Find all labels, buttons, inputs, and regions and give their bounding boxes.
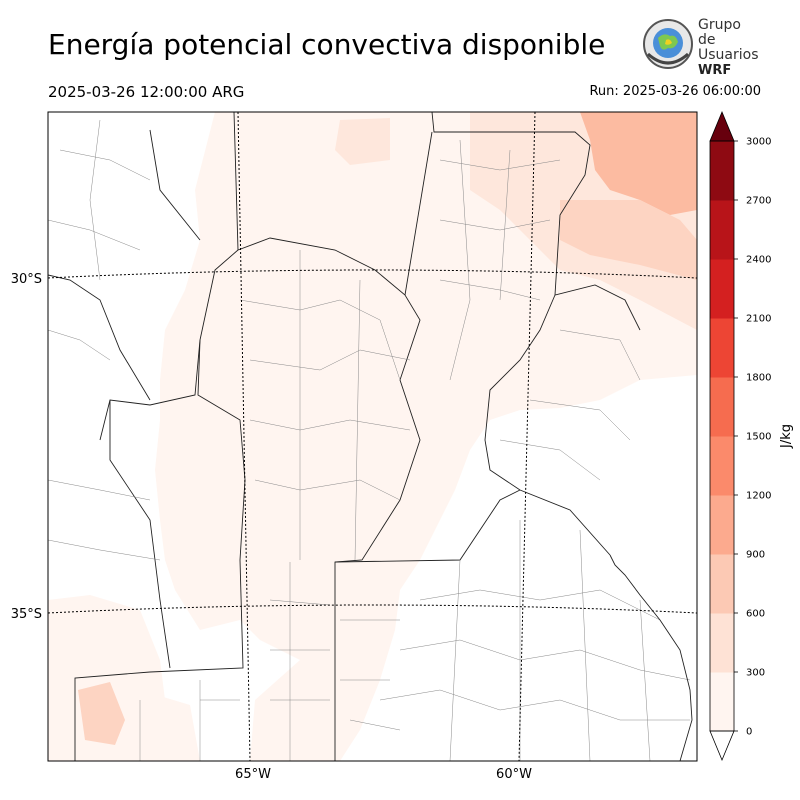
colorbar-tick-label: 1500 bbox=[746, 432, 771, 443]
colorbar-extend-min bbox=[709, 730, 735, 762]
lon-label-65w: 65°W bbox=[235, 767, 271, 782]
lat-label-30s: 30°S bbox=[11, 272, 42, 287]
colorbar-tick-label: 1800 bbox=[746, 373, 771, 384]
colorbar-tick-label: 300 bbox=[746, 668, 765, 679]
map-area bbox=[48, 112, 697, 761]
colorbar-bin bbox=[710, 436, 734, 496]
wrf-logo: Grupo de Usuarios WRF bbox=[640, 16, 760, 78]
colorbar-extend-max bbox=[709, 110, 735, 142]
logo-line3: WRF bbox=[698, 63, 732, 78]
colorbar-bin bbox=[710, 672, 734, 732]
graticule bbox=[48, 112, 697, 761]
colorbar-tick-label: 0 bbox=[746, 727, 752, 738]
colorbar-bin bbox=[710, 318, 734, 378]
colorbar-bin bbox=[710, 200, 734, 260]
colorbar-bin bbox=[710, 554, 734, 614]
colorbar-bin bbox=[710, 613, 734, 673]
colorbar-tick-label: 2700 bbox=[746, 196, 771, 207]
valid-time: 2025-03-26 12:00:00 ARG bbox=[48, 83, 245, 101]
map-title: Energía potencial convectiva disponible bbox=[48, 28, 606, 61]
colorbar: 0 300 600 900 1200 1500 1800 2100 2400 2700 3000 bbox=[709, 110, 771, 762]
cape-shading-med2 bbox=[560, 200, 697, 280]
colorbar-tick-label: 2400 bbox=[746, 255, 771, 266]
colorbar-tick-label: 900 bbox=[746, 550, 765, 561]
globe-emblem-icon bbox=[643, 19, 693, 69]
colorbar-tick-label: 3000 bbox=[746, 137, 771, 148]
province-borders bbox=[48, 112, 641, 761]
cape-shading-light bbox=[155, 112, 697, 761]
logo-line2: Usuarios bbox=[698, 47, 759, 63]
colorbar-bin bbox=[710, 377, 734, 437]
colorbar-bin bbox=[710, 259, 734, 319]
run-time: Run: 2025-03-26 06:00:00 bbox=[589, 84, 761, 99]
lat-label-35s: 35°S bbox=[11, 607, 42, 622]
map-frame bbox=[47, 111, 698, 762]
colorbar-bin bbox=[710, 495, 734, 555]
cape-shading-strong bbox=[580, 112, 697, 215]
colorbar-unit: J/kg bbox=[779, 424, 794, 449]
colorbar-bin bbox=[710, 141, 734, 201]
logo-line1: Grupo de bbox=[698, 17, 741, 48]
coastline bbox=[609, 554, 693, 761]
colorbar-tick-label: 1200 bbox=[746, 491, 771, 502]
cape-shading-medium-north bbox=[335, 118, 390, 165]
logo-text: Grupo de Usuarios WRF bbox=[698, 17, 760, 79]
lon-label-60w: 60°W bbox=[496, 767, 532, 782]
colorbar-tick-label: 600 bbox=[746, 609, 765, 620]
cape-shading-sw-patch bbox=[78, 682, 125, 745]
colorbar-tick-label: 2100 bbox=[746, 314, 771, 325]
